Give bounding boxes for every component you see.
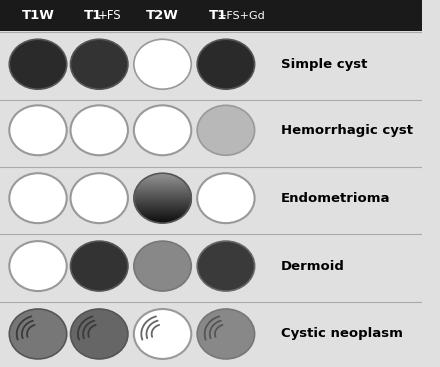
Circle shape: [9, 241, 67, 291]
Circle shape: [134, 39, 191, 89]
Circle shape: [9, 173, 67, 223]
Circle shape: [70, 39, 128, 89]
Circle shape: [197, 309, 255, 359]
Text: Hemorrhagic cyst: Hemorrhagic cyst: [281, 124, 413, 137]
Circle shape: [134, 241, 191, 291]
Circle shape: [9, 39, 67, 89]
Text: Endometrioma: Endometrioma: [281, 192, 390, 205]
Circle shape: [9, 309, 67, 359]
Text: +FS+Gd: +FS+Gd: [218, 11, 266, 21]
Text: Dermoid: Dermoid: [281, 259, 345, 273]
Text: Cystic neoplasm: Cystic neoplasm: [281, 327, 403, 341]
Circle shape: [197, 241, 255, 291]
Circle shape: [70, 309, 128, 359]
Text: Simple cyst: Simple cyst: [281, 58, 367, 71]
Circle shape: [197, 39, 255, 89]
Circle shape: [134, 105, 191, 155]
Text: T1W: T1W: [22, 9, 55, 22]
Circle shape: [70, 173, 128, 223]
Bar: [0, 0, 422, 31]
Circle shape: [134, 309, 191, 359]
Circle shape: [70, 241, 128, 291]
Text: T1: T1: [84, 9, 102, 22]
Circle shape: [70, 105, 128, 155]
Text: T2W: T2W: [146, 9, 179, 22]
Text: +FS: +FS: [98, 9, 121, 22]
Circle shape: [9, 105, 67, 155]
Circle shape: [197, 105, 255, 155]
Text: T1: T1: [209, 9, 227, 22]
Circle shape: [197, 173, 255, 223]
